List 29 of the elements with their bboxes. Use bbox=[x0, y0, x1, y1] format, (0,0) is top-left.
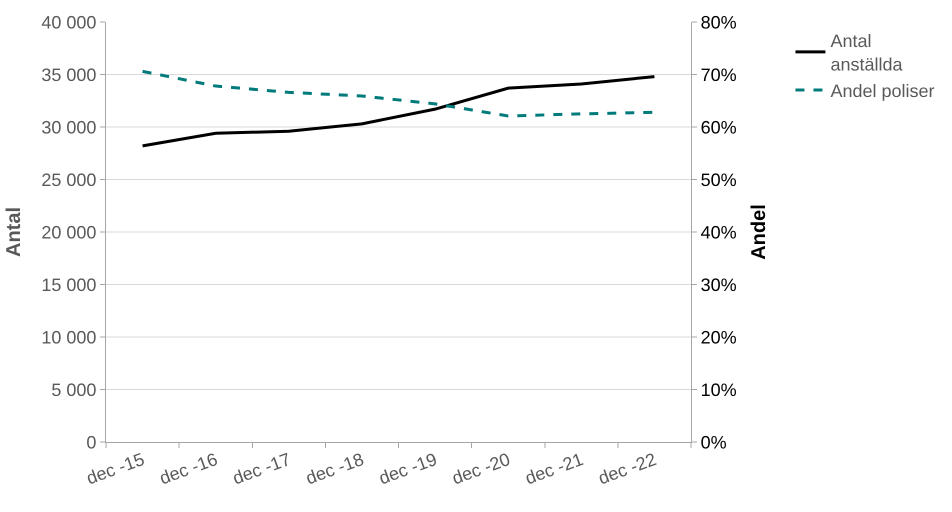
x-tick-label: dec -21 bbox=[522, 449, 586, 488]
y2-tick-label: 80% bbox=[700, 12, 737, 32]
y-tick-label: 40 000 bbox=[41, 12, 96, 32]
y-axis-title: Antal bbox=[2, 207, 25, 257]
y2-tick-label: 0% bbox=[700, 432, 727, 452]
y2-tick-label: 70% bbox=[700, 64, 737, 85]
x-tick-label: dec -20 bbox=[449, 449, 513, 488]
x-tick-label: dec -18 bbox=[303, 449, 366, 488]
y2-tick-label: 10% bbox=[700, 380, 737, 400]
y2-tick-label: 30% bbox=[700, 274, 737, 295]
legend-label: Andel poliser bbox=[830, 81, 935, 102]
y2-tick-label: 50% bbox=[700, 170, 737, 190]
y-tick-label: 25 000 bbox=[41, 170, 96, 190]
x-tick-label: dec -17 bbox=[230, 449, 294, 488]
x-tick-label: dec -19 bbox=[376, 449, 440, 488]
y-tick-label: 10 000 bbox=[41, 327, 96, 348]
line-series bbox=[141, 75, 656, 148]
y-tick-label: 30 000 bbox=[41, 117, 96, 138]
y-tick-label: 5 000 bbox=[51, 380, 96, 400]
y2-tick-label: 20% bbox=[700, 327, 737, 348]
y2-tick-label: 60% bbox=[700, 117, 737, 138]
y2-tick-label: 40% bbox=[700, 222, 737, 242]
x-tick-label: dec -22 bbox=[596, 449, 659, 488]
x-tick-label: dec -16 bbox=[156, 449, 220, 488]
y-tick-label: 20 000 bbox=[41, 222, 96, 242]
y-tick-label: 35 000 bbox=[41, 64, 96, 85]
y2-axis-title: Andel bbox=[748, 204, 770, 260]
y-tick-label: 15 000 bbox=[41, 274, 96, 295]
legend-label: Antal anställda bbox=[830, 31, 904, 75]
